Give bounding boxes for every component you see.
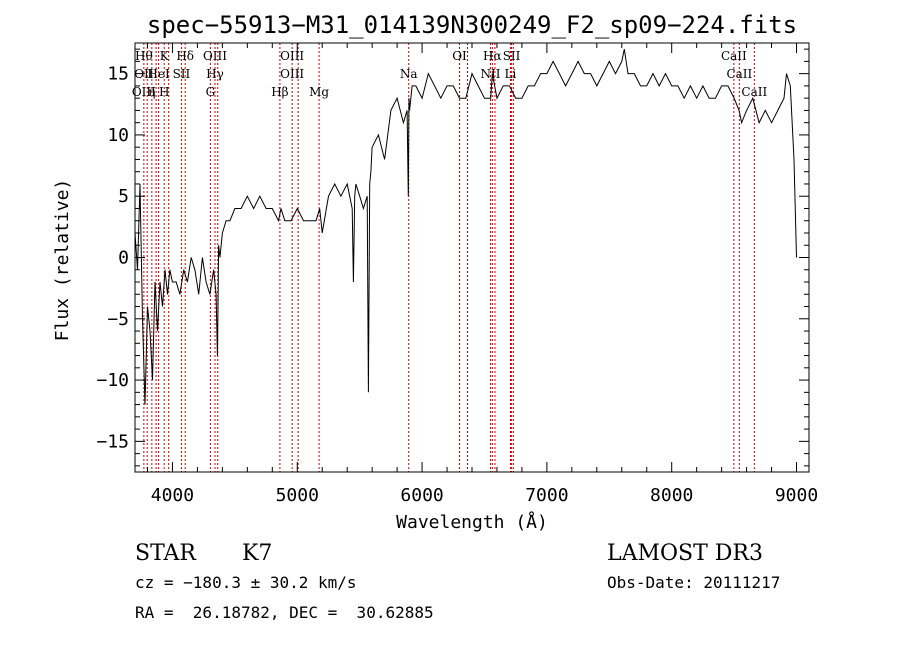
y-tick-label: 10 <box>107 125 129 146</box>
line-label: SII <box>173 67 191 81</box>
line-label: NII <box>480 67 500 81</box>
line-label: OIII <box>203 49 227 63</box>
line-label: CaII <box>721 49 747 63</box>
y-tick-label: −5 <box>107 309 129 330</box>
line-label: Li <box>505 67 517 81</box>
obs-date: Obs-Date: 20111217 <box>607 573 780 592</box>
line-label: η <box>148 85 155 99</box>
x-axis-ticks: 4000 5000 6000 7000 8000 9000 <box>146 43 818 506</box>
redshift-readout: cz = −180.3 ± 30.2 km/s <box>135 573 357 592</box>
line-label: Mg <box>309 85 329 99</box>
object-subclass: K7 <box>242 541 272 566</box>
x-tick-label: 9000 <box>775 485 818 506</box>
line-label: HeI <box>147 67 170 81</box>
emission-line-markers <box>143 43 755 472</box>
line-label: CaII <box>741 85 767 99</box>
line-label: SII <box>503 49 521 63</box>
coordinates: RA = 26.18782, DEC = 30.62885 <box>135 603 434 622</box>
y-tick-label: 15 <box>107 64 129 85</box>
plot-frame <box>134 42 810 473</box>
y-axis-label: Flux (relative) <box>52 179 73 342</box>
emission-line-labels: HθOIIOIIIηHeIKHSIIHδGOIIIHγHβOIIIOIIIMgN… <box>132 49 768 99</box>
y-tick-label: −10 <box>96 370 129 391</box>
line-label: Na <box>400 67 418 81</box>
survey-name: LAMOST DR3 <box>607 541 763 566</box>
x-axis-label: Wavelength (Å) <box>396 511 548 533</box>
line-label: K <box>160 49 170 63</box>
line-label: Hδ <box>176 49 194 63</box>
line-label: CaII <box>726 67 752 81</box>
y-axis-ticks: −15 −10 −5 0 5 10 15 <box>96 48 809 467</box>
line-label: H <box>159 85 169 99</box>
line-label: OIII <box>280 67 304 81</box>
y-tick-label: 5 <box>118 186 129 207</box>
line-label: OIII <box>132 85 156 99</box>
y-tick-label: 0 <box>118 248 129 269</box>
line-label: OIII <box>280 49 304 63</box>
line-label: Hγ <box>206 67 224 81</box>
x-tick-label: 5000 <box>276 485 319 506</box>
y-tick-label: −15 <box>96 431 129 452</box>
x-tick-label: 6000 <box>400 485 443 506</box>
x-tick-label: 8000 <box>650 485 693 506</box>
spectrum-series-line <box>134 49 797 405</box>
line-label: G <box>206 85 216 99</box>
object-class: STAR <box>135 541 197 566</box>
x-tick-label: 4000 <box>151 485 194 506</box>
line-label: Hβ <box>271 85 288 99</box>
x-tick-label: 7000 <box>525 485 568 506</box>
chart-title: spec−55913−M31_014139N300249_F2_sp09−224… <box>147 11 797 39</box>
line-label: Hθ <box>135 49 153 63</box>
line-label: OI <box>452 49 467 63</box>
line-label: Hα <box>483 49 502 63</box>
